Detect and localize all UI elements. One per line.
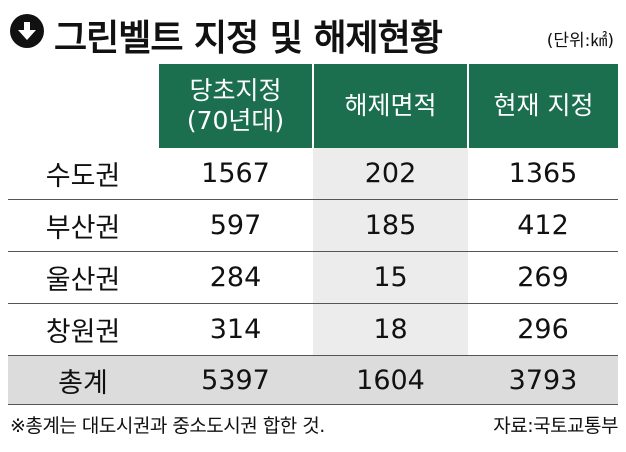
table-cell: 18 <box>313 303 468 356</box>
table-cell: 314 <box>158 303 313 356</box>
column-header-original-line1: 당초지정 <box>189 76 282 105</box>
table-cell: 202 <box>313 148 468 200</box>
column-header-original-line2: (70년대) <box>186 106 285 135</box>
table-cell: 269 <box>468 251 618 304</box>
table-row: 부산권 597 185 412 <box>8 199 618 252</box>
down-arrow-circle-icon <box>10 14 44 48</box>
column-header-original: 당초지정 (70년대) <box>157 64 313 148</box>
table-header-row: 당초지정 (70년대) 해제면적 현재 지정 <box>8 64 618 148</box>
table-cell: 412 <box>468 199 618 252</box>
table-row: 울산권 284 15 269 <box>8 251 618 304</box>
table-cell: 284 <box>158 251 313 304</box>
table-cell: 1365 <box>468 148 618 200</box>
greenbelt-table: 당초지정 (70년대) 해제면적 현재 지정 수도권 1567 202 1365… <box>8 64 618 405</box>
title-row: 그린벨트 지정 및 해제현황 (단위:㎢) <box>8 6 618 59</box>
footnote: ※총계는 대도시권과 중소도시권 합한 것. <box>10 415 325 437</box>
row-label: 창원권 <box>8 303 158 356</box>
row-label: 수도권 <box>8 148 158 200</box>
table-cell: 1567 <box>158 148 313 200</box>
unit-label: (단위:㎢) <box>546 31 614 51</box>
total-cell: 3793 <box>468 355 618 405</box>
source-credit: 자료:국토교통부 <box>493 415 618 437</box>
row-label: 부산권 <box>8 199 158 252</box>
column-header-released: 해제면적 <box>312 64 468 148</box>
total-cell: 5397 <box>158 355 313 405</box>
chart-title: 그린벨트 지정 및 해제현황 <box>54 18 443 59</box>
table-row: 수도권 1567 202 1365 <box>8 148 618 200</box>
table-cell: 296 <box>468 303 618 356</box>
column-header-current: 현재 지정 <box>467 64 618 148</box>
total-row-label: 총계 <box>8 355 158 405</box>
table-cell: 15 <box>313 251 468 304</box>
table-cell: 185 <box>313 199 468 252</box>
total-row: 총계 5397 1604 3793 <box>8 355 618 405</box>
table-row: 창원권 314 18 296 <box>8 303 618 356</box>
total-cell: 1604 <box>313 355 468 405</box>
header-corner <box>8 64 158 148</box>
row-label: 울산권 <box>8 251 158 304</box>
table-cell: 597 <box>158 199 313 252</box>
